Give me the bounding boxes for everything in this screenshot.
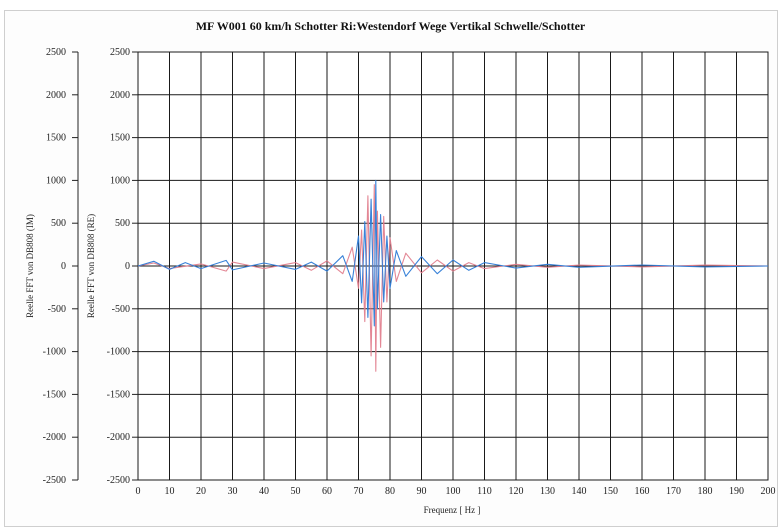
y-tick-label-inner: -2000 (107, 432, 130, 443)
x-tick-label: 190 (729, 486, 744, 497)
x-tick-label: 90 (417, 486, 427, 497)
x-tick-label: 0 (136, 486, 141, 497)
y-tick-label-outer: -1500 (43, 389, 66, 400)
x-tick-label: 200 (761, 486, 776, 497)
series-line-2 (137, 179, 769, 327)
x-tick-label: 140 (572, 486, 587, 497)
x-tick-label: 50 (291, 486, 301, 497)
y-tick-label-inner: -500 (112, 304, 130, 315)
x-tick-label: 70 (354, 486, 364, 497)
y-tick-label-outer: -500 (48, 304, 66, 315)
series-group (137, 179, 769, 372)
y-tick-label-inner: 0 (125, 261, 130, 272)
x-tick-label: 150 (603, 486, 618, 497)
y-tick-label-outer: -2500 (43, 475, 66, 486)
y-tick-label-outer: 500 (51, 218, 66, 229)
x-tick-label: 120 (509, 486, 524, 497)
x-tick-label: 10 (165, 486, 175, 497)
x-tick-label: 30 (228, 486, 238, 497)
y-tick-label-outer: 0 (61, 261, 66, 272)
y-tick-label-outer: 1000 (46, 175, 66, 186)
x-axis-label: Frequenz [ Hz ] (424, 505, 481, 515)
y-tick-label-inner: 1500 (110, 133, 130, 144)
y-tick-label-outer: 1500 (46, 133, 66, 144)
chart-title: MF W001 60 km/h Schotter Ri:Westendorf W… (195, 19, 586, 33)
y-tick-label-inner: 500 (115, 218, 130, 229)
series-line-1 (137, 184, 769, 372)
y-tick-label-inner: 2000 (110, 90, 130, 101)
y-tick-label-outer: 2500 (46, 47, 66, 58)
y-tick-label-inner: -2500 (107, 475, 130, 486)
x-tick-label: 180 (698, 486, 713, 497)
x-tick-label: 80 (385, 486, 395, 497)
y-tick-label-inner: -1500 (107, 389, 130, 400)
x-tick-label: 130 (540, 486, 555, 497)
y-tick-label-inner: 2500 (110, 47, 130, 58)
x-tick-label: 60 (322, 486, 332, 497)
y-tick-label-outer: -2000 (43, 432, 66, 443)
axes (72, 51, 138, 481)
y-tick-label-outer: 2000 (46, 90, 66, 101)
x-tick-label: 110 (477, 486, 492, 497)
x-tick-label: 160 (635, 486, 650, 497)
y-axis-label-inner: Reelle FFT von DB808 (RE) (86, 214, 96, 318)
x-tick-label: 40 (259, 486, 269, 497)
x-tick-label: 100 (446, 486, 461, 497)
y-tick-label-inner: -1000 (107, 347, 130, 358)
y-axis-label-outer: Reelle FFT von DB808 (IM) (25, 214, 35, 318)
x-tick-label: 20 (196, 486, 206, 497)
y-tick-label-inner: 1000 (110, 175, 130, 186)
tick-labels: 0 10 20 30 40 50 60 70 80 90 100 110 120 130 140 150 160… (43, 47, 776, 497)
x-tick-label: 170 (666, 486, 681, 497)
y-tick-label-outer: -1000 (43, 347, 66, 358)
